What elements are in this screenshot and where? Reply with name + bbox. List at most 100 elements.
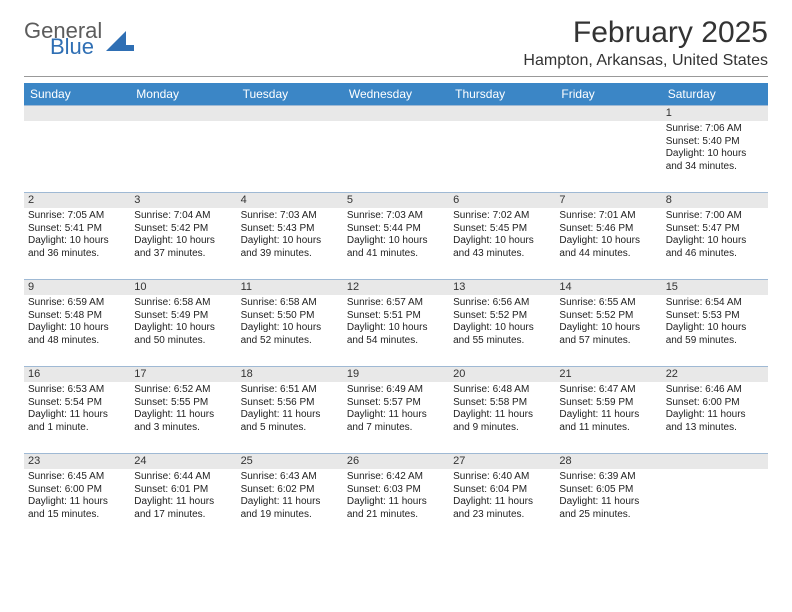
day-cell: 10Sunrise: 6:58 AMSunset: 5:49 PMDayligh…: [130, 280, 236, 366]
sunset-text: Sunset: 5:55 PM: [134, 397, 232, 410]
day-cell: [662, 454, 768, 540]
header-divider: [24, 76, 768, 77]
day-body: Sunrise: 6:48 AMSunset: 5:58 PMDaylight:…: [449, 382, 555, 438]
day-number: 2: [24, 193, 130, 208]
header: General Blue February 2025 Hampton, Arka…: [24, 16, 768, 70]
sunrise-text: Sunrise: 6:58 AM: [241, 297, 339, 310]
day-cell: 15Sunrise: 6:54 AMSunset: 5:53 PMDayligh…: [662, 280, 768, 366]
sunrise-text: Sunrise: 7:06 AM: [666, 123, 764, 136]
sunrise-text: Sunrise: 6:46 AM: [666, 384, 764, 397]
day-number: 7: [555, 193, 661, 208]
day-number: 27: [449, 454, 555, 469]
sunrise-text: Sunrise: 6:49 AM: [347, 384, 445, 397]
daylight-text: Daylight: 10 hours and 48 minutes.: [28, 322, 126, 347]
day-cell: 26Sunrise: 6:42 AMSunset: 6:03 PMDayligh…: [343, 454, 449, 540]
day-body: Sunrise: 6:56 AMSunset: 5:52 PMDaylight:…: [449, 295, 555, 351]
calendar-page: General Blue February 2025 Hampton, Arka…: [0, 0, 792, 612]
daylight-text: Daylight: 10 hours and 37 minutes.: [134, 235, 232, 260]
daylight-text: Daylight: 11 hours and 7 minutes.: [347, 409, 445, 434]
day-cell: 18Sunrise: 6:51 AMSunset: 5:56 PMDayligh…: [237, 367, 343, 453]
weeks-container: 1Sunrise: 7:06 AMSunset: 5:40 PMDaylight…: [24, 105, 768, 540]
day-cell: 24Sunrise: 6:44 AMSunset: 6:01 PMDayligh…: [130, 454, 236, 540]
day-body: Sunrise: 6:58 AMSunset: 5:49 PMDaylight:…: [130, 295, 236, 351]
day-body: Sunrise: 7:05 AMSunset: 5:41 PMDaylight:…: [24, 208, 130, 264]
day-number: 18: [237, 367, 343, 382]
sunset-text: Sunset: 5:42 PM: [134, 223, 232, 236]
day-cell: 8Sunrise: 7:00 AMSunset: 5:47 PMDaylight…: [662, 193, 768, 279]
day-number: 9: [24, 280, 130, 295]
sunset-text: Sunset: 6:00 PM: [666, 397, 764, 410]
day-body: [24, 121, 130, 127]
day-body: Sunrise: 6:59 AMSunset: 5:48 PMDaylight:…: [24, 295, 130, 351]
day-number: 4: [237, 193, 343, 208]
day-cell: 25Sunrise: 6:43 AMSunset: 6:02 PMDayligh…: [237, 454, 343, 540]
sunset-text: Sunset: 5:46 PM: [559, 223, 657, 236]
daylight-text: Daylight: 11 hours and 3 minutes.: [134, 409, 232, 434]
day-number: 13: [449, 280, 555, 295]
sunrise-text: Sunrise: 6:58 AM: [134, 297, 232, 310]
weekday-header: Saturday: [662, 83, 768, 105]
day-cell: 14Sunrise: 6:55 AMSunset: 5:52 PMDayligh…: [555, 280, 661, 366]
day-body: Sunrise: 6:52 AMSunset: 5:55 PMDaylight:…: [130, 382, 236, 438]
day-cell: 11Sunrise: 6:58 AMSunset: 5:50 PMDayligh…: [237, 280, 343, 366]
logo: General Blue: [24, 16, 134, 58]
day-body: Sunrise: 7:04 AMSunset: 5:42 PMDaylight:…: [130, 208, 236, 264]
sunset-text: Sunset: 5:58 PM: [453, 397, 551, 410]
sunrise-text: Sunrise: 6:44 AM: [134, 471, 232, 484]
day-number: 10: [130, 280, 236, 295]
day-body: Sunrise: 7:01 AMSunset: 5:46 PMDaylight:…: [555, 208, 661, 264]
calendar: Sunday Monday Tuesday Wednesday Thursday…: [24, 83, 768, 540]
sunset-text: Sunset: 5:56 PM: [241, 397, 339, 410]
sunset-text: Sunset: 5:43 PM: [241, 223, 339, 236]
sunset-text: Sunset: 6:03 PM: [347, 484, 445, 497]
day-number: 3: [130, 193, 236, 208]
daylight-text: Daylight: 11 hours and 25 minutes.: [559, 496, 657, 521]
day-cell: 19Sunrise: 6:49 AMSunset: 5:57 PMDayligh…: [343, 367, 449, 453]
day-cell: 23Sunrise: 6:45 AMSunset: 6:00 PMDayligh…: [24, 454, 130, 540]
sunrise-text: Sunrise: 6:40 AM: [453, 471, 551, 484]
day-body: Sunrise: 6:43 AMSunset: 6:02 PMDaylight:…: [237, 469, 343, 525]
daylight-text: Daylight: 11 hours and 9 minutes.: [453, 409, 551, 434]
day-number: 15: [662, 280, 768, 295]
day-body: [237, 121, 343, 127]
day-cell: 22Sunrise: 6:46 AMSunset: 6:00 PMDayligh…: [662, 367, 768, 453]
day-number: [555, 106, 661, 121]
day-body: [662, 469, 768, 475]
day-number: 28: [555, 454, 661, 469]
month-title: February 2025: [523, 16, 768, 50]
sunrise-text: Sunrise: 6:43 AM: [241, 471, 339, 484]
day-body: Sunrise: 6:40 AMSunset: 6:04 PMDaylight:…: [449, 469, 555, 525]
daylight-text: Daylight: 10 hours and 59 minutes.: [666, 322, 764, 347]
daylight-text: Daylight: 10 hours and 36 minutes.: [28, 235, 126, 260]
day-number: 1: [662, 106, 768, 121]
day-body: Sunrise: 6:47 AMSunset: 5:59 PMDaylight:…: [555, 382, 661, 438]
day-number: 14: [555, 280, 661, 295]
sunset-text: Sunset: 5:40 PM: [666, 136, 764, 149]
day-number: [449, 106, 555, 121]
daylight-text: Daylight: 10 hours and 46 minutes.: [666, 235, 764, 260]
sunset-text: Sunset: 6:01 PM: [134, 484, 232, 497]
day-number: 8: [662, 193, 768, 208]
day-cell: 9Sunrise: 6:59 AMSunset: 5:48 PMDaylight…: [24, 280, 130, 366]
logo-swoosh-icon: [106, 31, 134, 53]
sunset-text: Sunset: 5:45 PM: [453, 223, 551, 236]
day-number: 26: [343, 454, 449, 469]
day-number: 6: [449, 193, 555, 208]
day-number: 11: [237, 280, 343, 295]
day-number: [130, 106, 236, 121]
day-cell: 21Sunrise: 6:47 AMSunset: 5:59 PMDayligh…: [555, 367, 661, 453]
day-body: Sunrise: 7:06 AMSunset: 5:40 PMDaylight:…: [662, 121, 768, 177]
day-cell: [555, 106, 661, 192]
day-number: [237, 106, 343, 121]
sunset-text: Sunset: 6:04 PM: [453, 484, 551, 497]
day-body: Sunrise: 7:00 AMSunset: 5:47 PMDaylight:…: [662, 208, 768, 264]
logo-text: General Blue: [24, 20, 102, 58]
sunrise-text: Sunrise: 7:00 AM: [666, 210, 764, 223]
daylight-text: Daylight: 11 hours and 11 minutes.: [559, 409, 657, 434]
sunrise-text: Sunrise: 7:03 AM: [241, 210, 339, 223]
day-number: 19: [343, 367, 449, 382]
day-cell: [24, 106, 130, 192]
sunrise-text: Sunrise: 6:47 AM: [559, 384, 657, 397]
daylight-text: Daylight: 10 hours and 39 minutes.: [241, 235, 339, 260]
day-body: Sunrise: 6:53 AMSunset: 5:54 PMDaylight:…: [24, 382, 130, 438]
